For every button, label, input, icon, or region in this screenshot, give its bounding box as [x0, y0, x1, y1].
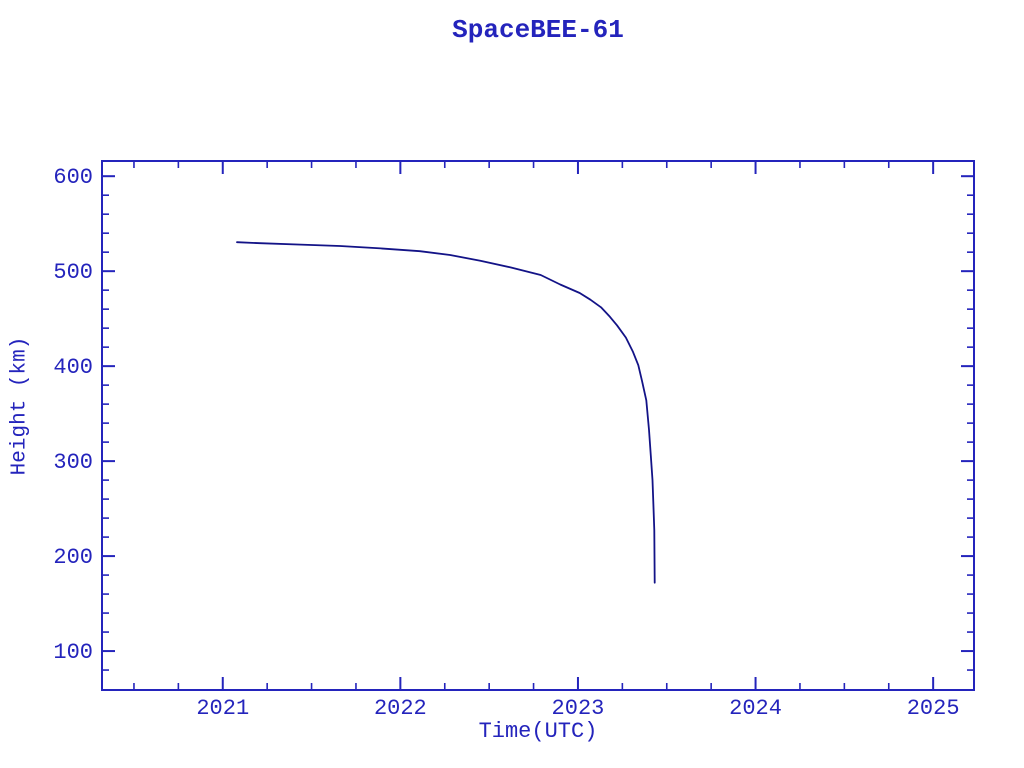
- x-tick-label: 2021: [196, 696, 249, 721]
- y-tick-label: 100: [53, 640, 93, 665]
- y-tick-label: 600: [53, 165, 93, 190]
- x-tick-label: 2025: [907, 696, 960, 721]
- y-axis-label: Height (km): [8, 336, 32, 476]
- y-tick-label: 400: [53, 355, 93, 380]
- x-tick-label: 2023: [552, 696, 605, 721]
- plot-frame: [101, 160, 975, 691]
- y-tick-label: 500: [53, 260, 93, 285]
- x-axis-label: Time(UTC): [478, 719, 598, 744]
- height-decay-line: [236, 241, 656, 584]
- chart-title: SpaceBEE-61: [452, 15, 624, 45]
- x-tick-label: 2022: [374, 696, 427, 721]
- x-tick-label: 2024: [729, 696, 782, 721]
- y-tick-label: 200: [53, 545, 93, 570]
- y-tick-label: 300: [53, 450, 93, 475]
